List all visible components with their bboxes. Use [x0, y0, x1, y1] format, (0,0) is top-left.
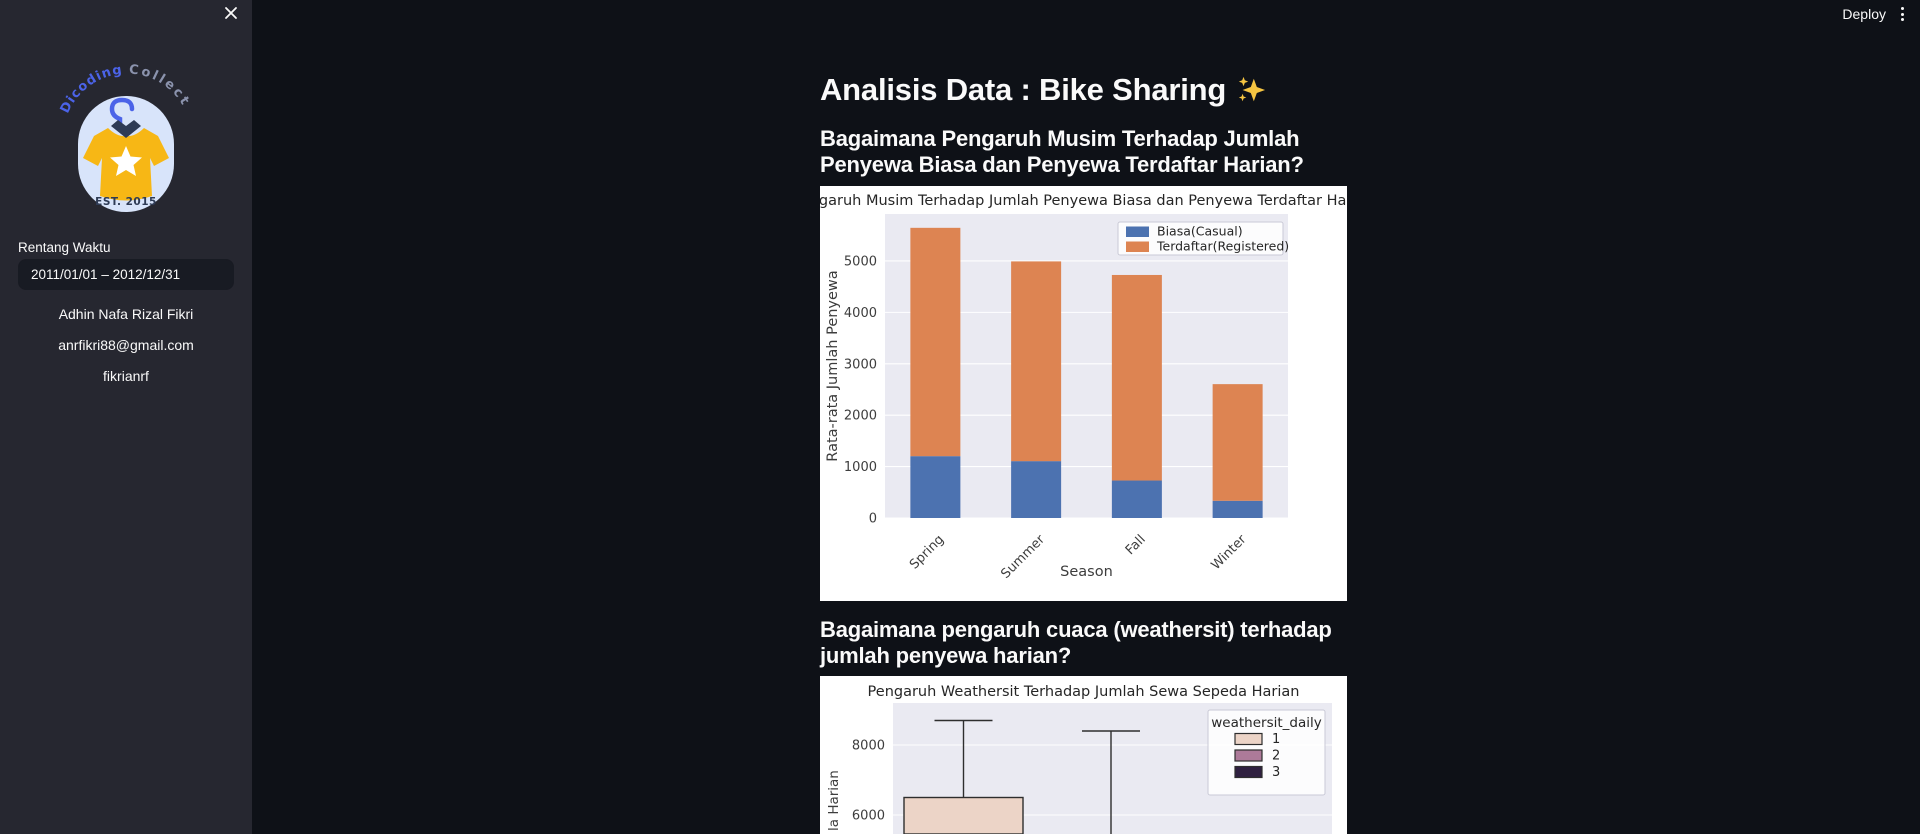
author-email: anrfikri88@gmail.com — [58, 337, 194, 353]
legend-swatch — [1234, 765, 1263, 779]
date-range-label: Rentang Waktu — [18, 240, 111, 255]
season-stacked-bar-chart: 0 1000 2000 3000 4000 5000 Spring Summer Fall Win… — [793, 193, 1375, 582]
author-name: Adhin Nafa Rizal Fikri — [58, 306, 194, 322]
y-tick-label: 4000 — [844, 306, 877, 321]
logo-hanger-hook — [109, 97, 135, 127]
overflow-menu-icon[interactable] — [1894, 5, 1910, 23]
logo-star — [110, 146, 142, 176]
bar-segment-casual — [910, 456, 961, 518]
sidebar: Dicoding Collection EST. 2015 Rentang Wa… — [0, 0, 252, 834]
bar-segment-casual — [1011, 461, 1062, 518]
logo-est-label: EST. 2015 — [95, 196, 157, 208]
dicoding-logo: Dicoding Collection EST. 2015 — [45, 47, 201, 220]
y-tick-label: 2000 — [844, 409, 877, 424]
box-weathersit-1 — [903, 796, 1024, 834]
bar-segment-registered — [1111, 274, 1162, 481]
y-tick-label: 8000 — [852, 739, 885, 754]
question-weathersit: Bagaimana pengaruh cuaca (weathersit) te… — [820, 617, 1332, 668]
x-axis-label: Season — [1060, 564, 1113, 580]
legend-title: weathersit_daily — [1211, 715, 1322, 731]
sparkles-icon — [1238, 76, 1266, 102]
bar-segment-registered — [1011, 261, 1062, 462]
bar-segment-casual — [1111, 480, 1162, 518]
y-tick-label: 1000 — [844, 460, 877, 475]
chart-title: Pengaruh Weathersit Terhadap Jumlah Sewa… — [868, 684, 1300, 700]
legend-swatch — [1126, 241, 1149, 252]
y-tick-label: 6000 — [852, 809, 885, 824]
weathersit-chart-card: 8000 6000 Pengaruh Weathersit Terhadap Jum… — [820, 676, 1347, 834]
date-range-input[interactable]: 2011/01/01 – 2012/12/31 — [18, 259, 234, 290]
legend-label: 2 — [1272, 749, 1280, 764]
chart-title: Pengaruh Musim Terhadap Jumlah Penyewa B… — [820, 193, 1347, 209]
x-tick-label: Winter — [1209, 532, 1250, 573]
legend-label: Terdaftar(Registered) — [1156, 239, 1289, 254]
y-axis-label-fragment: la Harian — [826, 770, 842, 831]
legend-swatch — [1234, 732, 1263, 746]
bar-segment-registered — [1212, 384, 1263, 501]
y-tick-label: 3000 — [844, 357, 877, 372]
legend-swatch — [1234, 749, 1263, 762]
y-tick-label: 5000 — [844, 254, 877, 269]
legend-label: Biasa(Casual) — [1157, 224, 1243, 239]
author-username: fikrianrf — [103, 368, 149, 384]
y-tick-label: 0 — [869, 512, 877, 527]
question-season: Bagaimana Pengaruh Musim Terhadap Jumlah… — [820, 126, 1304, 177]
bar-segment-casual — [1212, 500, 1263, 518]
legend-label: 3 — [1272, 765, 1280, 780]
logo-collar — [111, 120, 141, 138]
legend-box — [1117, 221, 1284, 256]
x-tick-label: Spring — [907, 532, 947, 572]
page-title: Analisis Data : Bike Sharing — [820, 72, 1380, 108]
legend-swatch — [1126, 226, 1149, 237]
sidebar-close-icon[interactable] — [222, 4, 240, 22]
y-axis-label: Rata-rata Jumlah Penyewa — [825, 270, 841, 461]
x-tick-label: Fall — [1123, 532, 1149, 558]
weathersit-boxplot-chart: 8000 6000 Pengaruh Weathersit Terhadap Jum… — [826, 684, 1332, 834]
x-tick-label: Summer — [998, 532, 1048, 582]
deploy-button[interactable]: Deploy — [1842, 6, 1886, 22]
bar-segment-registered — [910, 227, 961, 457]
legend-label: 1 — [1272, 732, 1280, 747]
season-chart-card: 0 1000 2000 3000 4000 5000 Spring Summer Fall Win… — [793, 186, 1375, 601]
